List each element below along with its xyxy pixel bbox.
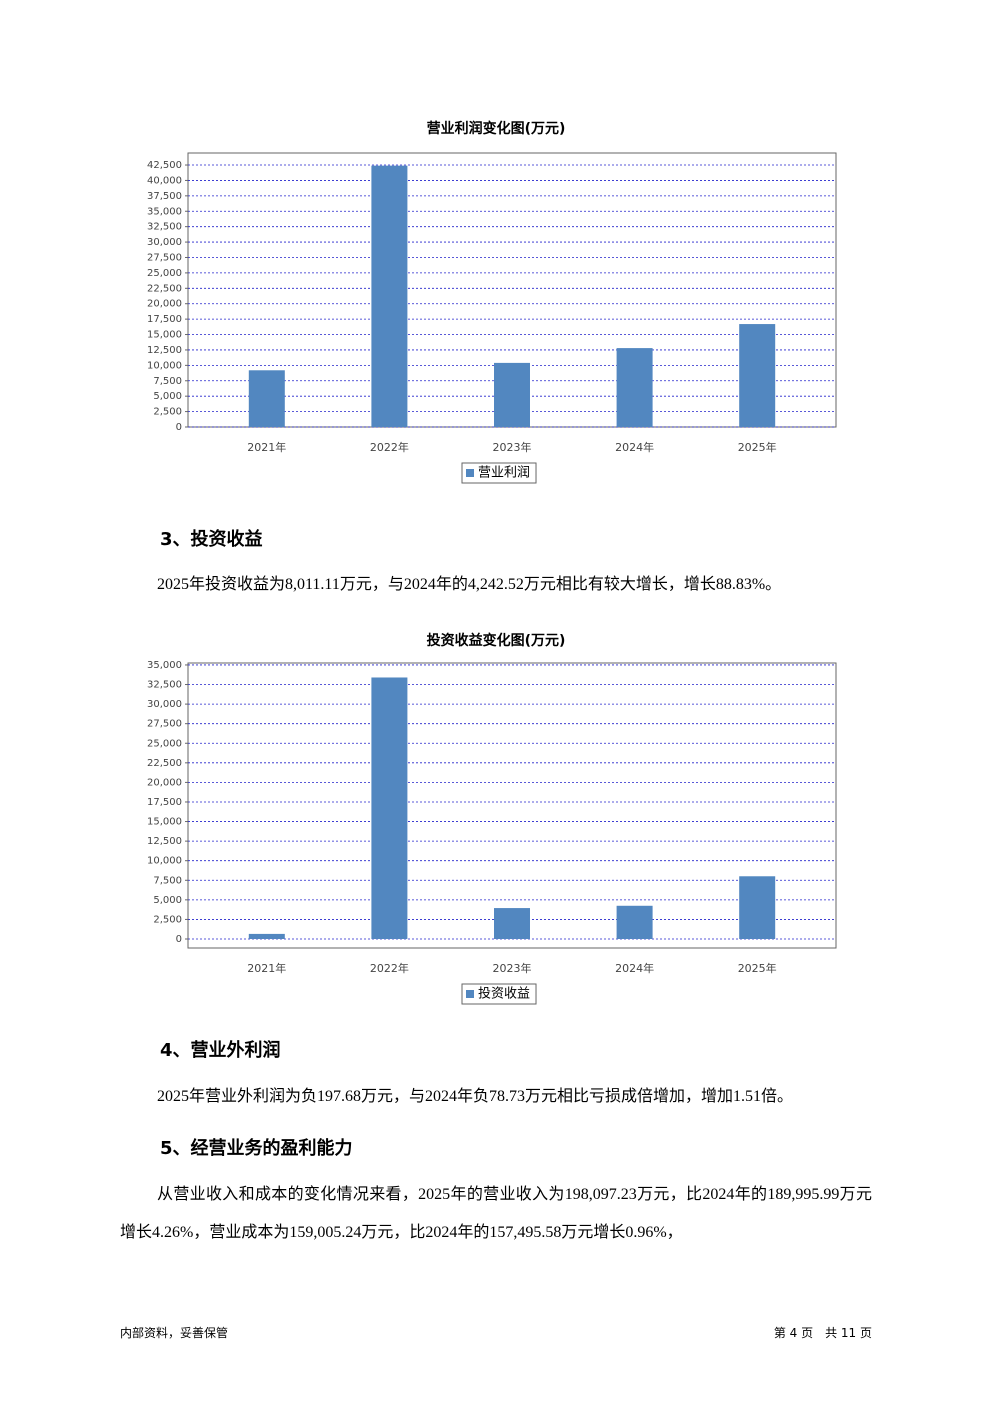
- y-tick-label: 10,000: [147, 360, 182, 371]
- plot-area: [187, 662, 837, 949]
- y-tick-label: 2,500: [153, 407, 182, 418]
- y-tick-label: 15,000: [147, 817, 182, 828]
- x-tick-label: 2022年: [370, 961, 409, 975]
- y-tick-label: 12,500: [147, 836, 182, 847]
- legend-swatch: [466, 469, 474, 477]
- x-tick-label: 2025年: [738, 440, 777, 454]
- y-tick-label: 12,500: [147, 345, 182, 356]
- x-tick-label: 2021年: [247, 440, 286, 454]
- y-tick-label: 37,500: [147, 191, 182, 202]
- y-tick-label: 40,000: [147, 175, 182, 186]
- bar: [739, 324, 776, 427]
- bar: [494, 908, 530, 939]
- y-tick-label: 25,000: [147, 738, 182, 749]
- chart: 投资收益变化图(万元) 0 2,500 5,000 7,500 10,000 12,500 1…: [147, 632, 837, 1005]
- chart: 营业利润变化图(万元) 0 2,500 5,000 7,500 10,000 12,500 1…: [147, 120, 837, 484]
- y-tick-label: 0: [176, 422, 182, 433]
- paragraph: 从营业收入和成本的变化情况来看，2025年的营业收入为198,097.23万元，…: [120, 1186, 872, 1241]
- x-tick-label: 2021年: [247, 961, 286, 975]
- y-tick-label: 22,500: [147, 283, 182, 294]
- bar: [248, 370, 285, 427]
- x-tick-label: 2023年: [493, 440, 532, 454]
- chart-title: 营业利润变化图(万元): [427, 120, 566, 137]
- y-tick-label: 5,000: [153, 391, 182, 402]
- legend-box: [461, 983, 537, 1005]
- y-tick-label: 27,500: [147, 252, 182, 263]
- bar: [616, 348, 653, 427]
- chart-title: 投资收益变化图(万元): [427, 632, 566, 649]
- x-tick-label: 2024年: [615, 961, 654, 975]
- y-tick-label: 10,000: [147, 856, 182, 867]
- y-tick-label: 17,500: [147, 797, 182, 808]
- y-tick-label: 30,000: [147, 699, 182, 710]
- y-tick-label: 0: [176, 934, 182, 945]
- bar: [494, 362, 530, 427]
- bar: [616, 905, 653, 939]
- y-tick-label: 7,500: [153, 875, 182, 886]
- y-tick-label: 27,500: [147, 719, 182, 730]
- y-tick-label: 5,000: [153, 895, 182, 906]
- bar: [371, 677, 408, 939]
- x-tick-label: 2022年: [370, 440, 409, 454]
- bar: [739, 876, 776, 939]
- legend-box: [461, 462, 537, 484]
- heading: 3、投资收益: [160, 529, 263, 550]
- bar: [248, 933, 285, 939]
- x-tick-label: 2023年: [493, 961, 532, 975]
- x-tick-label: 2025年: [738, 961, 777, 975]
- legend-swatch: [466, 990, 474, 998]
- y-tick-label: 17,500: [147, 314, 182, 325]
- y-tick-label: 22,500: [147, 758, 182, 769]
- legend-label: 营业利润: [478, 466, 530, 481]
- heading: 4、营业外利润: [160, 1040, 281, 1061]
- y-tick-label: 30,000: [147, 237, 182, 248]
- paragraph: 2025年营业外利润为负197.68万元，与2024年负78.73万元相比亏损成…: [157, 1088, 794, 1105]
- y-tick-label: 25,000: [147, 268, 182, 279]
- heading: 5、经营业务的盈利能力: [160, 1138, 353, 1159]
- legend-label: 投资收益: [478, 986, 530, 1002]
- y-tick-label: 2,500: [153, 914, 182, 925]
- y-tick-label: 42,500: [147, 160, 182, 171]
- paragraph: 2025年投资收益为8,011.11万元，与2024年的4,242.52万元相比…: [157, 576, 782, 593]
- y-tick-label: 32,500: [147, 680, 182, 691]
- x-tick-label: 2024年: [615, 440, 654, 454]
- y-tick-label: 35,000: [147, 660, 182, 671]
- y-tick-label: 35,000: [147, 206, 182, 217]
- footer-right: 第 4 页 共 11 页: [773, 1326, 872, 1340]
- y-tick-label: 7,500: [153, 376, 182, 387]
- y-tick-label: 20,000: [147, 777, 182, 788]
- y-tick-label: 15,000: [147, 330, 182, 341]
- y-tick-label: 32,500: [147, 222, 182, 233]
- y-tick-label: 20,000: [147, 299, 182, 310]
- footer-left: 内部资料，妥善保管: [120, 1326, 229, 1340]
- bar: [371, 165, 408, 428]
